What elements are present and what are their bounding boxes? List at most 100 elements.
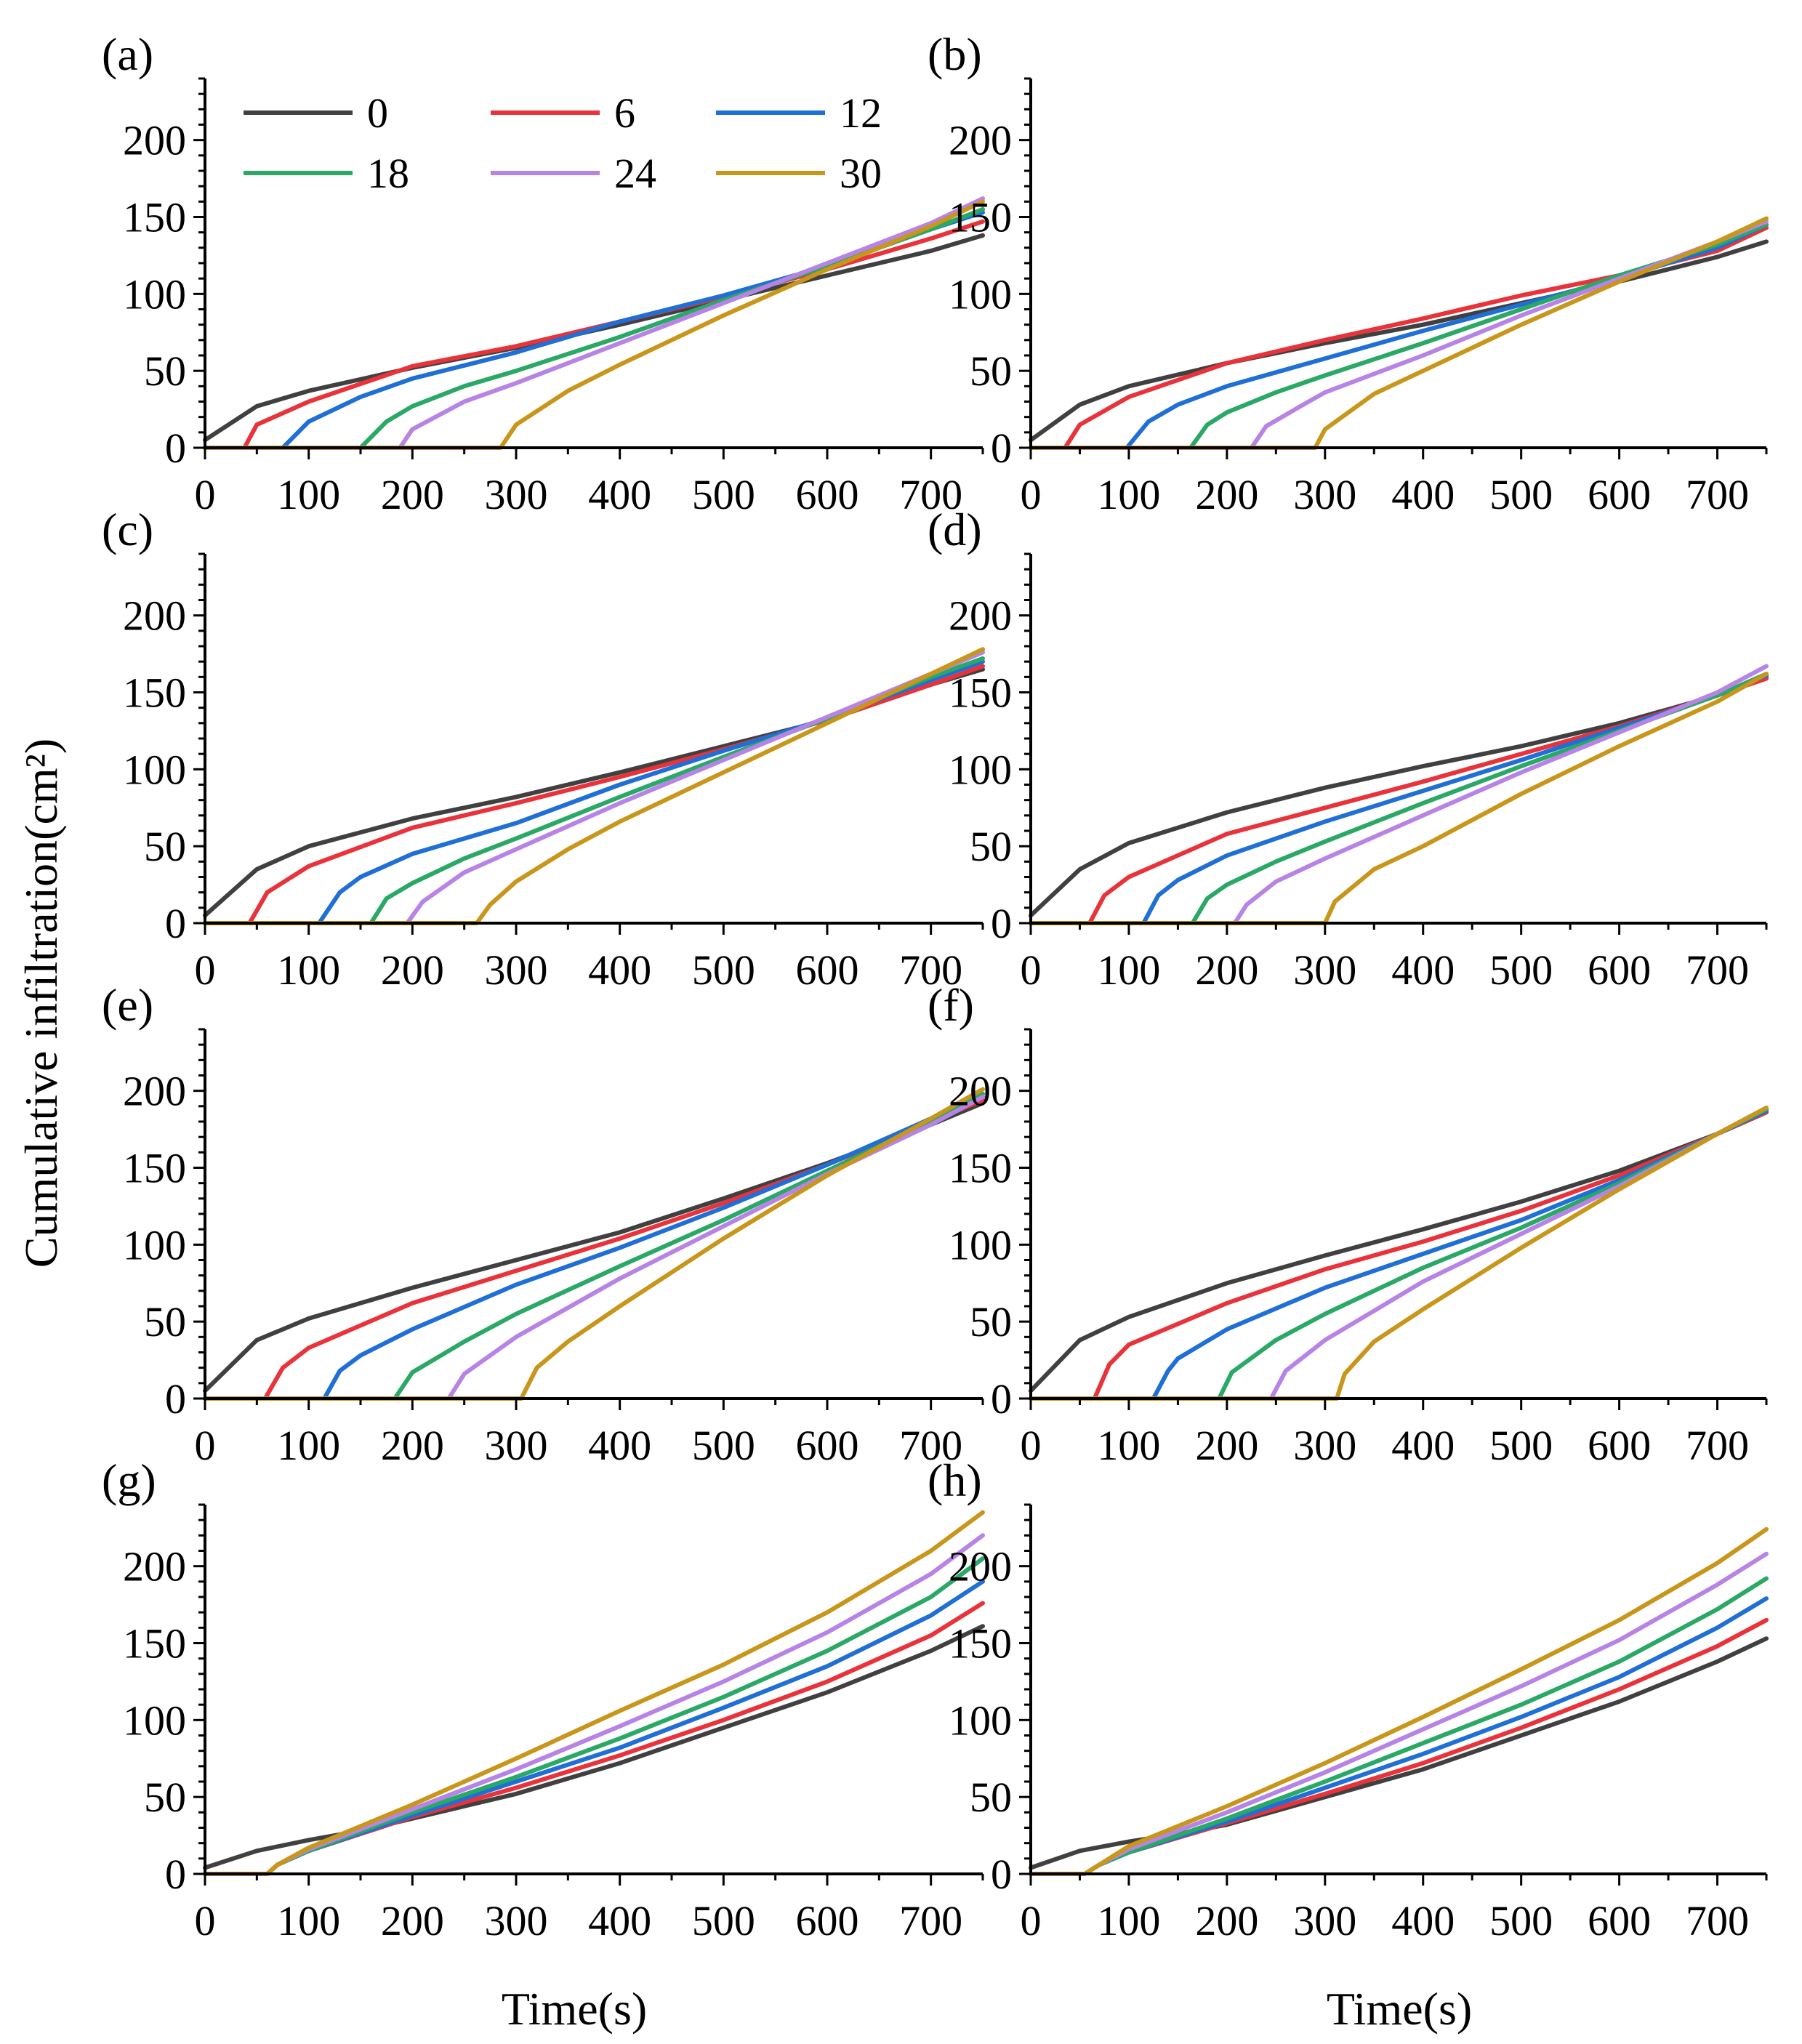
panel-5: 0 100 200 300 400 500 600 700 0 50 100 150 200 (f): [928, 979, 1769, 1469]
y-tick-label: 200: [123, 1543, 186, 1590]
y-tick-label: 150: [949, 669, 1012, 717]
y-tick-label: 50: [144, 1298, 186, 1345]
x-tick-label: 500: [1489, 1422, 1553, 1469]
x-axis-title-right: Time(s): [1327, 1983, 1472, 2035]
series-line-24: [203, 1095, 985, 1401]
x-tick-label: 0: [195, 1897, 216, 1944]
panel-label: (h): [928, 1454, 982, 1506]
x-tick-label: 100: [1097, 471, 1160, 518]
x-tick-label: 700: [1686, 946, 1749, 994]
x-tick-label: 600: [796, 1897, 859, 1944]
series-line-0: [1029, 239, 1769, 443]
y-tick-label: 150: [123, 194, 186, 241]
x-tick-label: 500: [1489, 1897, 1553, 1944]
y-tick-label: 0: [165, 1851, 186, 1898]
series-line-6: [203, 219, 985, 450]
x-tick-label: 0: [1021, 946, 1042, 994]
x-tick-label: 200: [381, 1422, 444, 1469]
x-tick-label: 700: [1686, 471, 1749, 518]
series-line-12: [203, 1095, 985, 1401]
x-tick-label: 300: [1293, 1422, 1356, 1469]
x-tick-label: 100: [1097, 1897, 1160, 1944]
y-tick-label: 100: [949, 270, 1012, 318]
y-tick-label: 200: [949, 117, 1012, 164]
x-tick-label: 300: [485, 1897, 548, 1944]
x-tick-label: 700: [899, 471, 962, 518]
x-tick-label: 300: [485, 1422, 548, 1469]
y-tick-label: 100: [123, 1697, 186, 1744]
y-tick-label: 50: [970, 347, 1012, 395]
y-tick-label: 50: [144, 1774, 186, 1821]
x-tick-label: 600: [796, 946, 859, 994]
x-tick-label: 100: [277, 1422, 340, 1469]
y-tick-label: 100: [949, 746, 1012, 793]
panel-7: 0 100 200 300 400 500 600 700 0 50 100 150 200 (h): [928, 1454, 1769, 1944]
series-line-30: [203, 1087, 985, 1401]
x-tick-label: 100: [1097, 1422, 1160, 1469]
y-tick-label: 150: [123, 669, 186, 717]
series-line-24: [203, 196, 985, 450]
x-tick-label: 600: [796, 1422, 859, 1469]
x-tick-label: 0: [195, 946, 216, 994]
legend-label-0: 0: [367, 89, 388, 137]
series-line-0: [1029, 1636, 1769, 1870]
y-tick-label: 50: [970, 1298, 1012, 1345]
y-tick-label: 150: [949, 1145, 1012, 1192]
x-axis-title-left: Time(s): [502, 1983, 647, 2035]
y-tick-label: 50: [144, 347, 186, 395]
y-tick-label: 150: [123, 1145, 186, 1192]
x-tick-label: 600: [1588, 1422, 1651, 1469]
x-tick-label: 500: [1489, 946, 1553, 994]
x-tick-label: 200: [1195, 471, 1258, 518]
x-tick-label: 600: [1588, 471, 1651, 518]
y-tick-label: 150: [949, 1620, 1012, 1667]
series-line-0: [203, 1624, 985, 1870]
series-line-30: [203, 647, 985, 925]
y-tick-label: 0: [991, 425, 1012, 472]
legend-label-12: 12: [840, 89, 882, 137]
x-tick-label: 500: [692, 471, 755, 518]
x-tick-label: 500: [692, 1422, 755, 1469]
panel-label: (g): [102, 1454, 156, 1506]
x-tick-label: 200: [381, 471, 444, 518]
series-line-24: [203, 650, 985, 925]
y-tick-label: 200: [949, 1543, 1012, 1590]
y-tick-label: 200: [123, 1068, 186, 1115]
y-tick-label: 100: [949, 1221, 1012, 1268]
x-tick-label: 700: [899, 946, 962, 994]
y-tick-label: 0: [165, 1375, 186, 1423]
series-line-24: [1029, 664, 1769, 925]
legend-label-18: 18: [367, 150, 409, 197]
panel-1: 0 100 200 300 400 500 600 700 0 50 100 150 200 (b): [928, 28, 1769, 518]
y-tick-label: 200: [949, 1068, 1012, 1115]
x-tick-label: 100: [277, 1897, 340, 1944]
x-tick-label: 400: [1391, 1422, 1455, 1469]
series-line-30: [1029, 1106, 1769, 1401]
x-tick-label: 0: [1021, 1897, 1042, 1944]
y-tick-label: 50: [144, 823, 186, 870]
y-axis-title: Cumulative infiltration(cm²): [15, 739, 67, 1268]
y-tick-label: 200: [123, 117, 186, 164]
panel-label: (f): [928, 979, 974, 1031]
x-tick-label: 0: [1021, 471, 1042, 518]
legend: 0 6 12 18 24 30: [244, 89, 882, 197]
x-tick-label: 400: [1391, 946, 1455, 994]
y-tick-label: 100: [949, 1697, 1012, 1744]
legend-label-30: 30: [840, 150, 882, 197]
x-tick-label: 100: [277, 946, 340, 994]
panel-4: 0 100 200 300 400 500 600 700 0 50 100 150 200 (e): [102, 979, 985, 1469]
x-tick-label: 0: [195, 471, 216, 518]
panel-3: 0 100 200 300 400 500 600 700 0 50 100 150 200 (d): [928, 504, 1769, 994]
x-tick-label: 400: [588, 1897, 651, 1944]
y-tick-label: 100: [123, 746, 186, 793]
series-line-30: [1029, 216, 1769, 450]
panel-label: (b): [928, 28, 982, 80]
x-tick-label: 400: [1391, 471, 1455, 518]
y-tick-label: 200: [949, 592, 1012, 640]
panel-label: (c): [102, 504, 153, 555]
x-tick-label: 600: [1588, 946, 1651, 994]
y-tick-label: 50: [970, 1774, 1012, 1821]
x-tick-label: 700: [1686, 1422, 1749, 1469]
